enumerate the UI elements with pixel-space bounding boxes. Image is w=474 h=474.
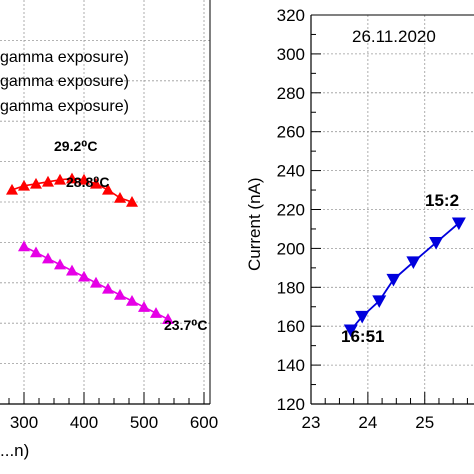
right-x-tick-label: 24: [358, 413, 377, 432]
right-y-tick-label: 300: [277, 45, 305, 64]
right-x-tick-label: 23: [302, 413, 321, 432]
right-y-tick-label: 280: [277, 84, 305, 103]
left-x-ticks: 300 400 500 600: [8, 392, 218, 432]
right-series-point: [372, 295, 387, 308]
right-x-ticks: 23 24 25: [302, 392, 468, 432]
right-y-tick-label: 160: [277, 317, 305, 336]
right-series-point: [386, 273, 401, 287]
left-series-1-point: [54, 173, 66, 185]
annotation-23-7: 23.7⁰C: [164, 317, 208, 333]
left-series: [6, 172, 174, 324]
left-series-2-point: [18, 240, 30, 252]
left-series-2-point: [42, 252, 54, 264]
right-y-tick-label: 320: [277, 6, 305, 25]
left-series-2-point: [114, 288, 126, 300]
left-series-1-point: [30, 177, 42, 189]
left-series-1-point: [102, 183, 114, 195]
left-series-1-point: [114, 191, 126, 203]
right-series-point: [451, 217, 466, 231]
left-series-2-point: [66, 264, 78, 276]
left-series-2-point: [90, 276, 102, 288]
annotation-16-51: 16:51: [341, 327, 384, 346]
right-series-point: [429, 236, 444, 250]
right-x-tick-label: 25: [415, 413, 434, 432]
left-chart: 300 400 500 600 gamma exposure) gamma expos…: [0, 0, 218, 460]
annotation-15-2: 15:2: [425, 191, 459, 210]
left-series-2-point: [150, 307, 162, 318]
left-series-2-point: [102, 282, 114, 294]
right-y-tick-label: 140: [277, 356, 305, 375]
right-y-tick-label: 200: [277, 239, 305, 258]
left-grid: [0, 0, 210, 404]
left-x-tick-label: 300: [10, 413, 38, 432]
legend-entry-2: gamma exposure): [0, 73, 129, 90]
left-series-1-point: [90, 177, 102, 189]
legend-entry-1: gamma exposure): [0, 49, 129, 66]
left-series-2-point: [138, 301, 150, 312]
left-series-2-point: [78, 270, 90, 282]
left-x-axis-title: ...n): [0, 441, 29, 460]
right-chart: 120 140 160 180 200 220 240 260 280 300 320 23 24 25…: [245, 6, 474, 432]
legend-entry-3: gamma exposure): [0, 98, 129, 115]
left-series-1-point: [126, 196, 138, 207]
right-series-point: [406, 256, 421, 270]
right-y-tick-label: 260: [277, 123, 305, 142]
left-series-2-point: [162, 313, 174, 324]
left-x-tick-label: 400: [70, 413, 98, 432]
left-series-1-point: [66, 172, 78, 184]
right-y-axis-title: Current (nA): [245, 177, 264, 271]
right-grid: [311, 15, 474, 404]
right-y-tick-label: 220: [277, 201, 305, 220]
left-series-1-point: [18, 179, 30, 191]
annotation-29-2: 29.2⁰C: [54, 138, 98, 154]
right-y-ticks: 120 140 160 180 200 220 240 260 280 300 320: [277, 6, 321, 414]
right-series-point: [343, 324, 358, 338]
left-series-2-point: [30, 246, 42, 258]
right-y-tick-label: 180: [277, 278, 305, 297]
left-series-1-point: [6, 183, 18, 195]
left-x-tick-label: 500: [130, 413, 158, 432]
right-y-tick-label: 240: [277, 162, 305, 181]
annotation-28-8: 28.8⁰C: [66, 174, 110, 190]
left-series-2-point: [126, 294, 138, 306]
right-series: [343, 217, 466, 338]
left-series-1-point: [42, 175, 54, 187]
left-series-2-point: [54, 258, 66, 270]
left-x-tick-label: 600: [190, 413, 218, 432]
left-series-1-point: [78, 173, 90, 185]
right-y-tick-label: 120: [277, 395, 305, 414]
right-series-point: [355, 310, 370, 324]
right-chart-title: 26.11.2020: [352, 27, 436, 46]
